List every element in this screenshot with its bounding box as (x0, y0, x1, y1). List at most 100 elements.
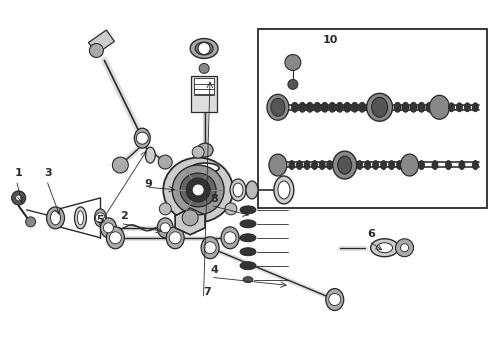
Text: 4: 4 (211, 265, 219, 275)
Ellipse shape (327, 161, 333, 170)
Ellipse shape (389, 161, 394, 170)
Ellipse shape (269, 154, 287, 176)
Ellipse shape (426, 102, 433, 112)
Ellipse shape (394, 102, 401, 112)
Text: 5: 5 (96, 215, 103, 225)
Ellipse shape (233, 183, 243, 197)
Ellipse shape (296, 161, 302, 170)
Ellipse shape (326, 289, 343, 310)
Ellipse shape (312, 161, 318, 170)
Bar (89, 30, 115, 54)
Ellipse shape (306, 102, 313, 112)
Ellipse shape (243, 276, 253, 283)
Ellipse shape (429, 95, 449, 119)
Circle shape (395, 239, 414, 257)
Ellipse shape (95, 209, 106, 227)
Circle shape (16, 195, 22, 201)
Text: 1: 1 (14, 168, 22, 179)
Circle shape (198, 42, 210, 54)
Ellipse shape (343, 102, 351, 112)
Text: 9: 9 (145, 179, 153, 189)
Ellipse shape (372, 161, 379, 170)
Ellipse shape (448, 103, 454, 112)
Text: 10: 10 (323, 35, 338, 45)
Ellipse shape (418, 161, 424, 170)
Ellipse shape (333, 151, 357, 179)
Circle shape (109, 232, 122, 244)
Text: 3: 3 (45, 168, 52, 179)
Text: 2: 2 (121, 211, 128, 221)
Ellipse shape (351, 102, 358, 112)
Circle shape (285, 54, 301, 71)
Ellipse shape (359, 102, 366, 112)
Ellipse shape (304, 161, 310, 170)
Ellipse shape (197, 143, 213, 157)
Circle shape (103, 223, 113, 233)
Circle shape (225, 203, 237, 215)
Ellipse shape (240, 248, 256, 256)
Circle shape (169, 232, 181, 244)
Ellipse shape (365, 161, 370, 170)
Ellipse shape (172, 165, 224, 215)
Circle shape (329, 293, 341, 306)
Circle shape (160, 223, 170, 233)
Ellipse shape (240, 234, 256, 242)
Ellipse shape (321, 102, 328, 112)
Ellipse shape (472, 161, 478, 170)
Circle shape (192, 146, 204, 158)
Ellipse shape (201, 237, 219, 259)
Circle shape (25, 217, 36, 227)
Ellipse shape (240, 220, 256, 228)
Bar (191, 76, 217, 112)
Ellipse shape (445, 161, 451, 170)
Circle shape (90, 44, 103, 58)
Ellipse shape (180, 173, 216, 207)
Ellipse shape (100, 218, 116, 238)
Ellipse shape (377, 243, 392, 253)
Ellipse shape (366, 102, 373, 112)
Circle shape (112, 157, 128, 173)
Ellipse shape (191, 163, 219, 173)
Ellipse shape (106, 227, 124, 249)
Circle shape (192, 184, 204, 196)
Text: 7: 7 (203, 287, 211, 297)
Ellipse shape (246, 181, 258, 199)
Ellipse shape (371, 97, 388, 117)
Ellipse shape (299, 102, 306, 112)
Circle shape (182, 210, 198, 226)
Ellipse shape (465, 103, 470, 112)
Ellipse shape (47, 207, 65, 229)
Ellipse shape (370, 239, 398, 257)
Bar (194, 78, 214, 94)
Bar (258, 28, 488, 208)
Ellipse shape (329, 102, 336, 112)
Ellipse shape (271, 98, 285, 116)
Ellipse shape (402, 102, 409, 112)
Ellipse shape (230, 179, 246, 201)
Ellipse shape (195, 42, 213, 55)
Circle shape (288, 80, 298, 89)
Ellipse shape (240, 262, 256, 270)
Circle shape (12, 191, 25, 205)
Ellipse shape (267, 94, 289, 120)
Circle shape (159, 203, 171, 215)
Circle shape (136, 132, 148, 144)
Ellipse shape (336, 102, 343, 112)
Ellipse shape (77, 211, 83, 225)
Ellipse shape (289, 161, 295, 170)
Circle shape (186, 178, 210, 202)
Ellipse shape (400, 154, 418, 176)
Circle shape (400, 244, 409, 252)
Ellipse shape (163, 158, 233, 222)
Ellipse shape (145, 147, 155, 163)
Ellipse shape (357, 161, 363, 170)
Ellipse shape (314, 102, 321, 112)
Ellipse shape (456, 103, 463, 112)
Ellipse shape (292, 102, 298, 112)
Circle shape (158, 155, 172, 169)
Text: 8: 8 (211, 194, 219, 203)
Ellipse shape (166, 227, 184, 249)
Ellipse shape (319, 161, 325, 170)
Ellipse shape (396, 161, 403, 170)
Ellipse shape (278, 181, 290, 199)
